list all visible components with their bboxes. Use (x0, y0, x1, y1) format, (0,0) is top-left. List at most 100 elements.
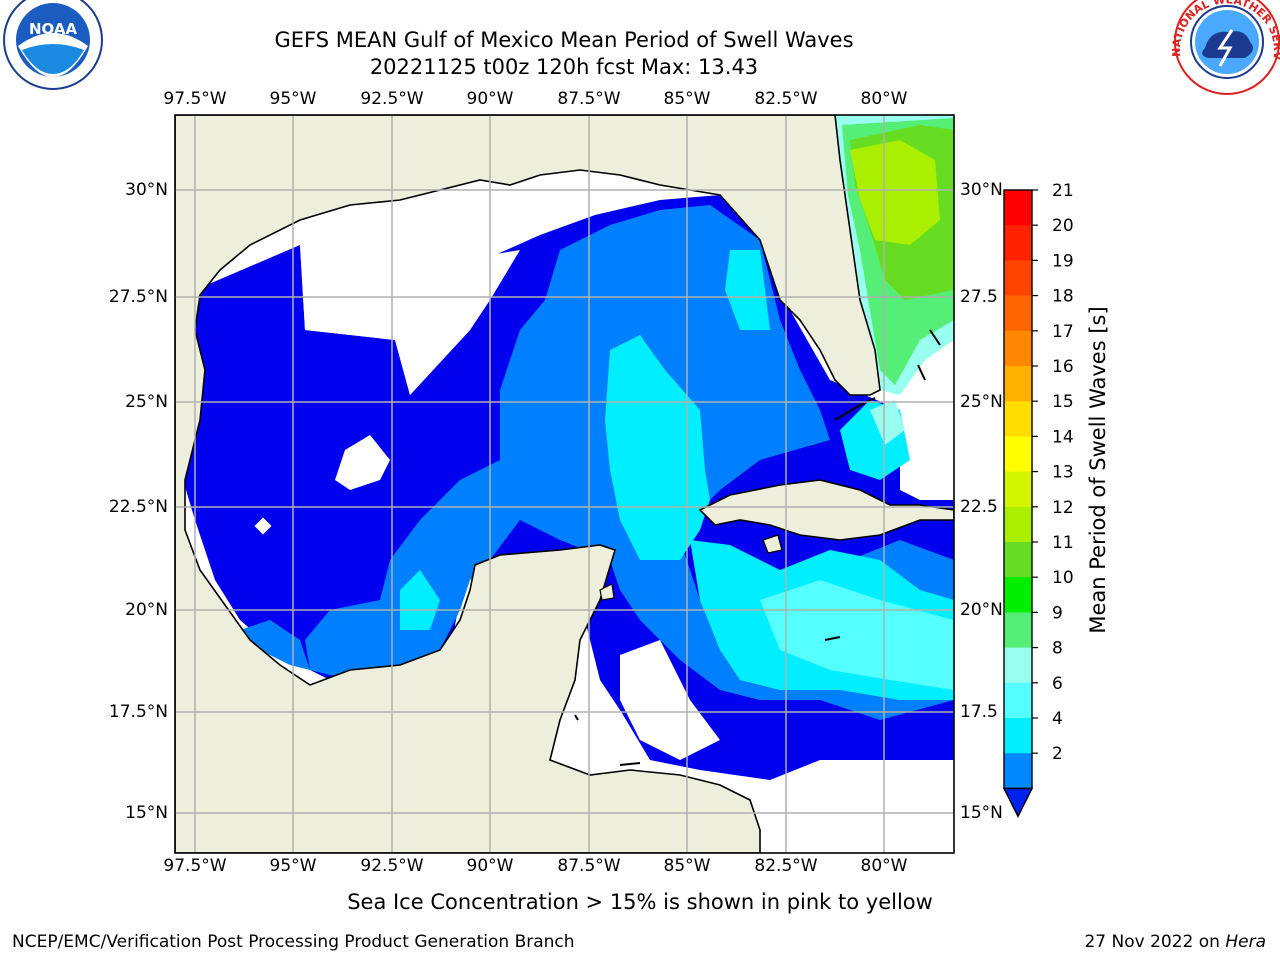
lon-tick-top: 95°W (269, 89, 317, 109)
lat-tick-right: 25°N (960, 392, 1003, 412)
field-lime-atlantic (850, 140, 940, 245)
colorbar-tick-label: 21 (1052, 181, 1074, 201)
lat-tick-right: 22.5 (960, 497, 998, 517)
field-blue-bay-of-campeche (305, 460, 520, 680)
colorbar-tick-label: 10 (1052, 568, 1074, 588)
lon-tick-top: 80°W (860, 89, 908, 109)
footer-date: 27 Nov 2022 on Hera (1084, 932, 1266, 952)
colorbar-frame (1003, 189, 1033, 790)
gap-white-yucatan (620, 640, 720, 760)
colorbar-swatch (1004, 682, 1032, 719)
lon-tick-bottom: 80°W (860, 856, 908, 876)
lon-tick-top: 87.5°W (557, 89, 621, 109)
footer-date-text: 27 Nov 2022 on (1084, 932, 1226, 952)
colorbar-tick-label: 2 (1052, 744, 1063, 764)
colorbar-swatch (1004, 260, 1032, 297)
land-cuba (698, 479, 954, 541)
lat-tick-left: 27.5°N (108, 287, 168, 307)
lat-tick-left: 30°N (125, 180, 168, 200)
colorbar-label: Mean Period of Swell Waves [s] (1086, 306, 1110, 634)
gridlines (175, 115, 954, 853)
field-lightcyan-straits (870, 400, 905, 445)
colorbar-swatch (1004, 718, 1032, 754)
colorbar-tick-label: 15 (1052, 392, 1074, 412)
colorbar-swatch (1004, 295, 1032, 332)
colorbar-swatch (1004, 436, 1032, 473)
caribbean-islet-3 (574, 714, 579, 721)
colorbar-tick-label: 14 (1052, 427, 1074, 447)
lat-tick-right: 15°N (960, 803, 1003, 823)
lat-tick-left: 17.5°N (108, 702, 168, 722)
bahamas-1 (929, 329, 941, 346)
map-frame (174, 114, 955, 854)
noaa-logo-text: NOAA (29, 20, 78, 38)
bahamas-2 (917, 364, 926, 381)
colorbar-tick-label: 8 (1052, 639, 1063, 659)
colorbar-extend-arrow (1002, 787, 1034, 818)
footer-host: Hera (1225, 932, 1266, 952)
colorbar-swatch (1004, 330, 1032, 367)
colorbar-swatch (1004, 753, 1032, 789)
noaa-logo: NOAA (3, 0, 103, 90)
colorbar-tick-label: 11 (1052, 533, 1074, 553)
lon-tick-top: 90°W (466, 89, 514, 109)
colorbar-swatch (1004, 647, 1032, 684)
colorbar-swatch (1004, 225, 1032, 261)
gap-white-dot (254, 517, 272, 535)
lon-tick-bottom: 85°W (663, 856, 711, 876)
colorbar-tick-label: 16 (1052, 357, 1074, 377)
lon-tick-top: 82.5°W (754, 89, 818, 109)
colorbar-swatch (1004, 190, 1032, 226)
lon-tick-bottom: 87.5°W (557, 856, 621, 876)
land-isle-of-youth (762, 534, 783, 554)
field-cyan-bay (400, 570, 440, 630)
colorbar-tick-label: 12 (1052, 498, 1074, 518)
lat-tick-left: 25°N (125, 392, 168, 412)
caribbean-islet-2 (619, 762, 641, 766)
land-yucatan-lake (599, 583, 615, 601)
lon-tick-top: 85°W (663, 89, 711, 109)
colorbar-tick-label: 4 (1052, 709, 1063, 729)
map-panel (175, 115, 954, 853)
gap-white-north (300, 240, 520, 395)
florida-keys (834, 397, 876, 421)
colorbar-swatch (1004, 612, 1032, 649)
colorbar-tick-label: 18 (1052, 287, 1074, 307)
lon-tick-bottom: 82.5°W (754, 856, 818, 876)
lat-tick-left: 22.5°N (108, 497, 168, 517)
colorbar-swatch (1004, 471, 1032, 508)
caribbean-islet-1 (824, 636, 841, 641)
colorbar-swatch (1004, 577, 1032, 613)
footer-branch: NCEP/EMC/Verification Post Processing Pr… (12, 932, 575, 952)
lon-tick-bottom: 97.5°W (163, 856, 227, 876)
chart-title-line2: 20221125 t00z 120h fcst Max: 13.43 (369, 55, 759, 79)
lon-tick-top: 97.5°W (163, 89, 227, 109)
colorbar-tick-label: 17 (1052, 322, 1074, 342)
colorbar-tick-label: 19 (1052, 251, 1074, 271)
colorbar-swatch (1004, 506, 1032, 543)
colorbar-tick-label: 9 (1052, 603, 1063, 623)
lat-tick-left: 15°N (125, 803, 168, 823)
sea-ice-note: Sea Ice Concentration > 15% is shown in … (347, 890, 933, 914)
lon-tick-bottom: 95°W (269, 856, 317, 876)
colorbar-swatch (1004, 366, 1032, 402)
lat-tick-right: 20°N (960, 600, 1003, 620)
field-lightcyan-caribbean (760, 580, 954, 690)
field-cyan-central (605, 335, 710, 560)
chart-title-line1: GEFS MEAN Gulf of Mexico Mean Period of … (274, 28, 854, 52)
lon-tick-bottom: 90°W (466, 856, 514, 876)
lon-tick-top: 92.5°W (360, 89, 424, 109)
colorbar-swatch (1004, 542, 1032, 578)
colorbar-tick-label: 20 (1052, 216, 1074, 236)
lat-tick-right: 30°N (960, 180, 1003, 200)
colorbar: 21 20 19 18 17 16 15 14 13 12 11 10 9 8 6 4 2 (1002, 181, 1074, 818)
colorbar-swatch (1004, 401, 1032, 437)
lat-tick-left: 20°N (125, 600, 168, 620)
field-cyan-north (725, 250, 770, 330)
colorbar-tick-label: 6 (1052, 674, 1063, 694)
lat-tick-right: 17.5 (960, 702, 998, 722)
lon-tick-bottom: 92.5°W (360, 856, 424, 876)
lat-tick-right: 27.5 (960, 287, 998, 307)
land-us-gulf-coast (175, 115, 881, 853)
